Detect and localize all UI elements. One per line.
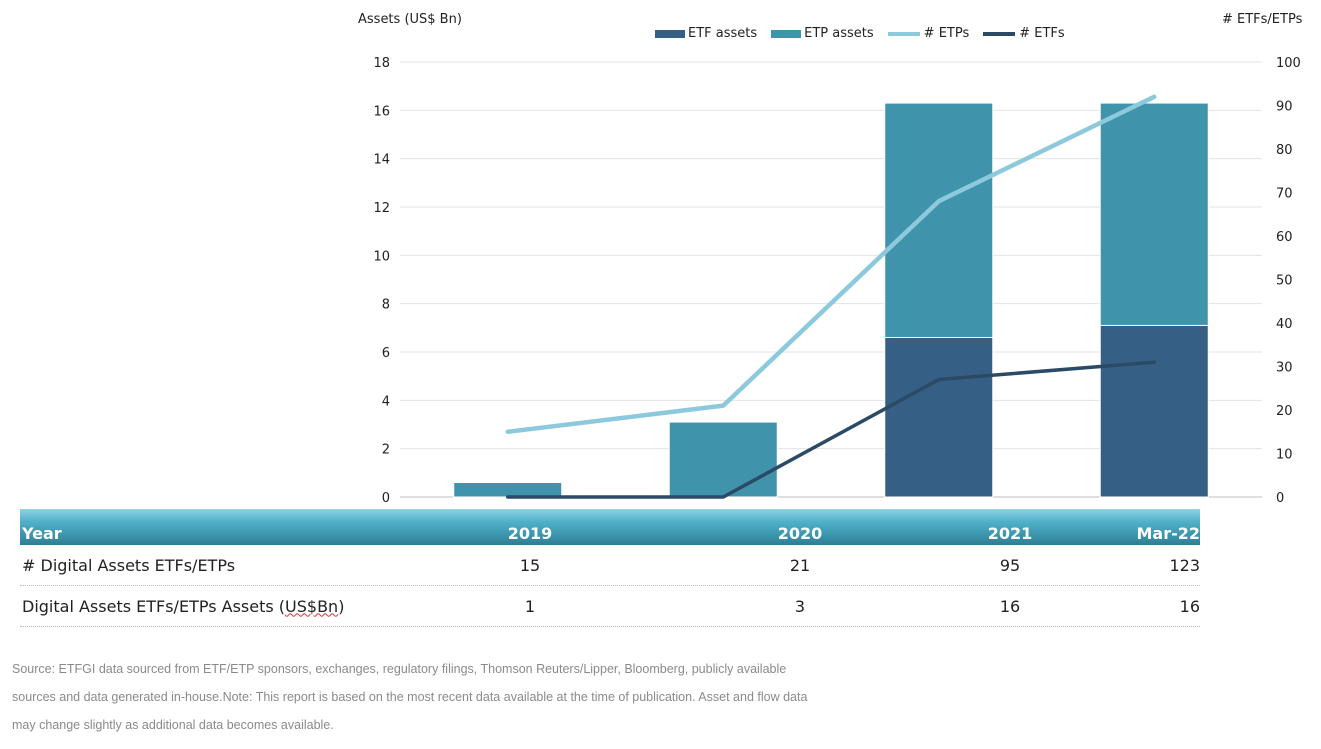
left-axis-tick-label: 14 xyxy=(373,153,390,168)
left-axis-tick-label: 0 xyxy=(382,491,390,506)
right-axis-tick-label: 10 xyxy=(1276,448,1293,463)
legend-swatch-etps xyxy=(887,31,920,36)
legend-swatch-etf-assets xyxy=(655,29,685,38)
table-cell: 15 xyxy=(519,555,541,575)
legend-item-etp-assets: ETP assets xyxy=(771,26,874,41)
bar-etp-assets xyxy=(453,482,563,498)
right-axis-tick-label: 100 xyxy=(1276,56,1301,71)
legend-label: # ETPs xyxy=(923,26,970,41)
table-cell: 95 xyxy=(999,555,1021,575)
right-axis-tick-label: 20 xyxy=(1276,404,1293,419)
legend-swatch-etp-assets xyxy=(771,29,802,38)
bar-etp-assets xyxy=(884,102,994,339)
right-axis-tick-label: 90 xyxy=(1276,100,1293,115)
bar-etp-assets xyxy=(668,421,778,498)
source-line: sources and data generated in-house.Note… xyxy=(12,690,808,704)
source-line: Source: ETFGI data sourced from ETF/ETP … xyxy=(12,662,787,676)
table-cell: 16 xyxy=(999,596,1021,616)
row-label: # Digital Assets ETFs/ETPs xyxy=(22,555,236,575)
bar-etf-assets xyxy=(884,337,994,498)
bars xyxy=(453,102,1209,498)
table-header-year: 2019 xyxy=(507,524,553,543)
row-label-underlined: US$Bn xyxy=(285,596,339,616)
left-axis-tick-label: 18 xyxy=(373,56,390,71)
table-row-count: # Digital Assets ETFs/ETPs 15 21 95 123 xyxy=(20,545,1200,586)
left-axis-tick-label: 4 xyxy=(382,394,390,409)
legend-label: # ETFs xyxy=(1019,26,1065,41)
bar-etf-assets xyxy=(1099,324,1209,498)
legend-label: ETP assets xyxy=(804,26,874,41)
right-axis-tick-label: 40 xyxy=(1276,317,1293,332)
chart-plot: 0 2 4 6 8 10 12 14 16 18 0 10 20 30 40 50 60 70 80 90 100 xyxy=(373,56,1300,506)
series-lines xyxy=(505,94,1157,499)
legend-swatch-etfs xyxy=(983,31,1016,36)
source-line: may change slightly as additional data b… xyxy=(12,718,334,732)
row-label: Digital Assets ETFs/ETPs Assets (US$Bn) xyxy=(20,597,360,616)
left-axis-tick-label: 2 xyxy=(382,443,390,458)
left-axis-tick-label: 8 xyxy=(382,298,390,313)
bar-etp-assets xyxy=(1099,102,1209,326)
table-cell: 1 xyxy=(524,596,536,616)
right-axis-tick-label: 0 xyxy=(1276,491,1284,506)
table-cell: 123 xyxy=(1169,555,1200,575)
right-axis-tick-label: 80 xyxy=(1276,143,1293,158)
legend-item-etps: # ETPs xyxy=(887,26,970,41)
source-note: Source: ETFGI data sourced from ETF/ETP … xyxy=(12,655,1262,739)
right-axis-tick-label: 50 xyxy=(1276,274,1293,289)
table-header-year: 2021 xyxy=(987,524,1033,543)
left-axis-tick-label: 6 xyxy=(382,346,390,361)
table-header-year: 2020 xyxy=(777,524,823,543)
right-axis-title: # ETFs/ETPs xyxy=(1222,12,1303,27)
line-series-etps xyxy=(505,94,1157,434)
left-axis-title: Assets (US$ Bn) xyxy=(358,12,462,27)
right-axis-tick-label: 60 xyxy=(1276,230,1293,245)
line-series-etfs xyxy=(506,360,1156,499)
table-header-year: Mar-22 xyxy=(1136,524,1200,543)
table-row-assets: Digital Assets ETFs/ETPs Assets (US$Bn) … xyxy=(20,586,1200,627)
left-axis-tick-label: 10 xyxy=(373,249,390,264)
table-cell: 16 xyxy=(1179,596,1200,616)
table-header-label: Year xyxy=(22,524,62,543)
legend-item-etf-assets: ETF assets xyxy=(655,26,757,41)
data-table: Year 2019 2020 2021 Mar-22 # Digital Ass… xyxy=(20,509,1200,627)
left-axis-tick-label: 12 xyxy=(373,201,390,216)
row-label-suffix: ) xyxy=(338,596,345,616)
tick-labels: 0 2 4 6 8 10 12 14 16 18 0 10 20 30 40 50 60 70 80 90 100 xyxy=(373,56,1300,506)
legend-item-etfs: # ETFs xyxy=(983,26,1065,41)
table-header-row: Year 2019 2020 2021 Mar-22 xyxy=(20,509,1200,545)
row-label-prefix: Digital Assets ETFs/ETPs Assets ( xyxy=(22,596,286,616)
right-axis-tick-label: 70 xyxy=(1276,187,1293,202)
table-cell: 21 xyxy=(789,555,811,575)
table-cell: 3 xyxy=(794,596,806,616)
left-axis-tick-label: 16 xyxy=(373,104,390,119)
legend-label: ETF assets xyxy=(688,26,758,41)
right-axis-tick-label: 30 xyxy=(1276,361,1293,376)
chart-legend: ETF assets ETP assets # ETPs # ETFs xyxy=(655,26,1079,41)
